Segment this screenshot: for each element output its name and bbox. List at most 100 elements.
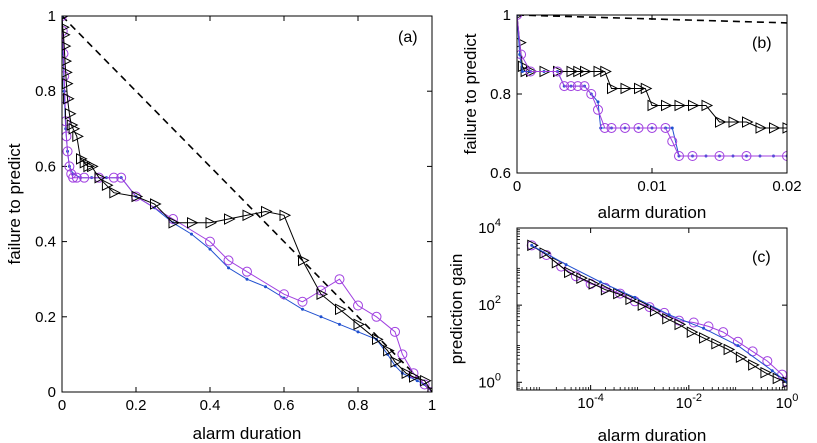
point-blue (338, 322, 341, 326)
point-black (588, 278, 601, 290)
point-purple (566, 81, 576, 92)
point-purple (674, 151, 684, 162)
point-black (224, 213, 236, 225)
point-purple (782, 151, 787, 162)
x-tick-label: 10-4 (577, 392, 603, 412)
x-tick-exponent: -2 (692, 392, 702, 404)
panel-a: 0 0.2 0.4 0.6 0.8 1 0 0.2 0.4 0.6 0.8 1 (a) alarm dur… (5, 8, 436, 443)
point-blue (596, 100, 600, 104)
point-purple (620, 122, 630, 133)
point-black (353, 318, 366, 331)
point-purple (593, 104, 603, 115)
axes-frame (516, 227, 788, 391)
point-black (782, 122, 787, 134)
point-purple (579, 81, 590, 92)
point-black (701, 99, 714, 112)
point-black (401, 367, 414, 380)
point-blue (670, 126, 674, 130)
y-tick-exponent: 4 (495, 217, 501, 229)
point-purple (718, 327, 729, 338)
point-black (66, 119, 79, 131)
point-black (649, 305, 662, 317)
point-purple (108, 172, 119, 183)
point-black (600, 283, 613, 296)
x-axis-label: alarm duration (598, 203, 707, 222)
x-tick-label: 0.8 (348, 397, 369, 414)
x-tick-label: 100 (776, 392, 799, 412)
series-line-blue (517, 15, 787, 157)
point-purple (64, 161, 75, 172)
point-black (316, 288, 329, 301)
point-blue (208, 247, 212, 251)
point-black (383, 344, 395, 357)
plot-area (526, 239, 787, 389)
point-purple (633, 122, 644, 133)
y-tick-label: 0.8 (35, 83, 56, 100)
point-black (517, 60, 530, 73)
point-black (637, 299, 650, 311)
point-black (279, 209, 292, 222)
point-black (735, 351, 748, 364)
point-black (564, 266, 576, 279)
point-black (68, 122, 81, 135)
point-black (661, 99, 673, 112)
point-blue (530, 243, 534, 247)
point-purple (572, 81, 583, 92)
panel-tag: (b) (752, 35, 772, 52)
point-black (613, 287, 625, 300)
point-black (62, 66, 73, 78)
y-tick-label: 1 (48, 8, 56, 25)
y-tick-label: 0 (48, 384, 56, 401)
point-black (674, 318, 687, 331)
point-black (607, 82, 619, 95)
point-blue (301, 307, 304, 311)
point-black (79, 156, 92, 169)
x-tick-exponent: -4 (594, 392, 604, 404)
x-tick-label: 0 (58, 397, 66, 414)
point-black (688, 99, 700, 112)
point-purple (570, 271, 581, 282)
axes-frame (61, 15, 433, 393)
panel-tag: (a) (398, 29, 418, 46)
point-blue (598, 280, 602, 284)
point-black (87, 160, 99, 173)
point-blue (356, 330, 360, 334)
point-purple (647, 122, 657, 133)
y-tick-label: 0.6 (35, 158, 56, 175)
point-purple (242, 266, 252, 277)
plot-area (517, 15, 787, 162)
point-purple (68, 172, 79, 183)
point-purple (517, 49, 527, 60)
point-black (580, 65, 592, 78)
y-tick-exponent: 0 (495, 371, 501, 383)
point-black (83, 160, 96, 173)
x-axis-label: alarm duration (598, 426, 707, 443)
point-black (242, 209, 255, 222)
point-black (335, 303, 347, 316)
point-blue (245, 277, 249, 281)
point-black (728, 116, 741, 128)
point-purple (541, 250, 552, 260)
point-black (573, 65, 585, 78)
series-line-black (531, 244, 787, 383)
point-black (640, 82, 653, 95)
point-purple (559, 81, 570, 92)
point-black (101, 179, 114, 192)
point-black (647, 99, 660, 112)
x-tick-label: 0.01 (637, 178, 666, 195)
point-black (674, 99, 687, 112)
point-black (699, 332, 711, 344)
point-black (686, 326, 699, 338)
point-purple (586, 89, 597, 99)
point-black (168, 216, 181, 229)
point-purple (762, 356, 773, 367)
point-purple (525, 66, 536, 77)
point-black (76, 153, 88, 165)
y-axis-label: failure to predict (461, 33, 480, 154)
point-purple (334, 274, 345, 285)
point-black (593, 65, 606, 78)
point-purple (79, 172, 90, 183)
point-black (723, 343, 736, 356)
point-blue (227, 266, 230, 270)
y-tick-label: 0.8 (490, 86, 511, 103)
